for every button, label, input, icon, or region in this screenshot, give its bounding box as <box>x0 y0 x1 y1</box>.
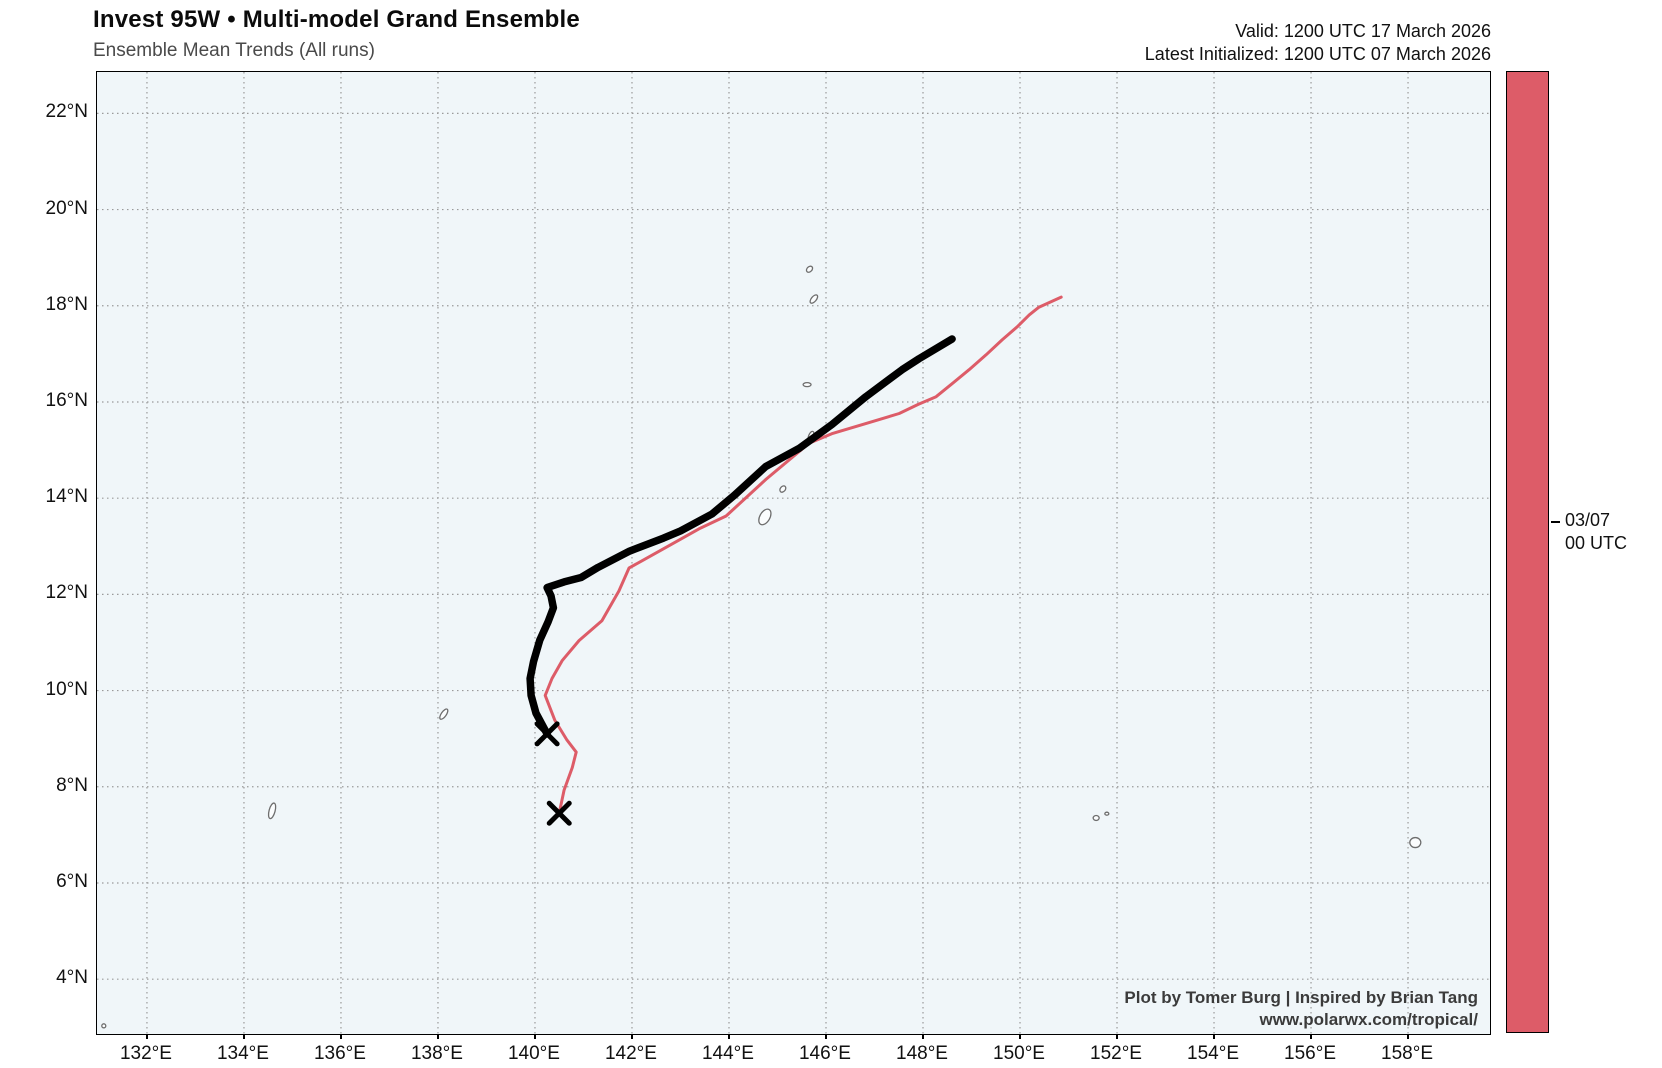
x-axis-tick-mark <box>1310 1034 1313 1039</box>
x-axis-tick-label: 156°E <box>1284 1043 1336 1064</box>
y-axis-tick-label: 22°N <box>45 101 88 123</box>
x-axis-tick-mark <box>1019 1034 1021 1039</box>
island-rota <box>779 485 787 493</box>
x-axis-tick-mark <box>436 1034 439 1039</box>
island-islet-southwest <box>101 1023 107 1029</box>
x-axis-tick-label: 136°E <box>313 1043 366 1064</box>
x-axis-tick-mark <box>922 1034 924 1039</box>
colorbar-tick <box>1551 521 1560 523</box>
island-pohnpei <box>1409 836 1422 849</box>
y-axis-tick-label: 8°N <box>56 774 88 796</box>
x-axis-tick-label: 158°E <box>1381 1043 1433 1064</box>
island-anatahan <box>802 381 812 388</box>
island-chuuk-west <box>1092 814 1100 822</box>
initialized-time: Latest Initialized: 1200 UTC 07 March 20… <box>1144 44 1491 64</box>
x-axis-tick-label: 138°E <box>410 1043 463 1064</box>
island-agrihan <box>805 265 814 273</box>
x-axis-tick-mark <box>1213 1034 1216 1039</box>
y-axis-tick-label: 4°N <box>56 967 88 989</box>
y-axis-tick-label: 18°N <box>45 293 88 315</box>
x-axis-tick-label: 134°E <box>216 1043 269 1064</box>
x-axis-tick-mark <box>727 1034 730 1039</box>
valid-time-block: Valid: 1200 UTC 17 March 2026 Latest Ini… <box>1145 20 1491 66</box>
island-guam <box>758 508 772 526</box>
x-axis-tick-mark <box>242 1034 245 1039</box>
colorbar-tick-label-time: 00 UTC <box>1565 533 1628 553</box>
map-plot-area: Plot by Tomer Burg | Inspired by Brian T… <box>96 71 1491 1035</box>
y-axis-tick-label: 14°N <box>45 486 88 508</box>
track-ensemble-mean-run-0307-00utc <box>543 295 1063 815</box>
page-title: Invest 95W • Multi-model Grand Ensemble <box>93 6 580 33</box>
credits-line1: Plot by Tomer Burg | Inspired by Brian T… <box>1124 988 1478 1007</box>
x-axis-tick-mark <box>824 1034 827 1039</box>
y-axis-tick-label: 16°N <box>45 389 88 411</box>
colorbar-tick-label-date: 03/07 <box>1565 510 1611 530</box>
y-axis-tick-label: 10°N <box>45 678 88 700</box>
x-axis-tick-mark <box>145 1034 148 1039</box>
x-axis-tick-label: 152°E <box>1090 1043 1142 1064</box>
island-yap <box>439 708 449 720</box>
x-axis-tick-mark <box>630 1034 633 1039</box>
x-axis-tick-mark <box>339 1034 342 1039</box>
x-axis-tick-label: 142°E <box>604 1043 657 1064</box>
start-x-marker <box>534 721 560 747</box>
x-axis-tick-label: 148°E <box>896 1043 948 1064</box>
x-axis-tick-mark <box>1407 1034 1410 1039</box>
island-pagan <box>809 294 819 304</box>
x-axis-tick-label: 144°E <box>701 1043 754 1064</box>
run-time-colorbar <box>1506 71 1549 1033</box>
page-subtitle: Ensemble Mean Trends (All runs) <box>93 40 375 61</box>
x-axis-tick-label: 150°E <box>993 1043 1045 1064</box>
y-axis-tick-label: 6°N <box>56 870 88 892</box>
valid-time: Valid: 1200 UTC 17 March 2026 <box>1235 21 1491 41</box>
colorbar-tick-label: 03/07 00 UTC <box>1565 509 1627 555</box>
island-palau <box>267 802 277 820</box>
x-axis-tick-label: 132°E <box>119 1043 172 1064</box>
x-axis-tick-mark <box>1116 1034 1118 1039</box>
x-axis-tick-label: 154°E <box>1187 1043 1239 1064</box>
track-map-svg <box>97 72 1490 1034</box>
x-axis-tick-label: 146°E <box>798 1043 851 1064</box>
x-axis-tick-mark <box>533 1034 536 1039</box>
island-chuuk-east <box>1104 811 1110 816</box>
start-x-marker <box>546 800 572 826</box>
y-axis-tick-label: 12°N <box>45 582 88 604</box>
credits-line2: www.polarwx.com/tropical/ <box>1259 1010 1478 1029</box>
credits: Plot by Tomer Burg | Inspired by Brian T… <box>1124 987 1478 1031</box>
track-ensemble-mean-latest-run <box>526 335 956 738</box>
x-axis-tick-label: 140°E <box>507 1043 560 1064</box>
y-axis-tick-label: 20°N <box>45 197 88 219</box>
